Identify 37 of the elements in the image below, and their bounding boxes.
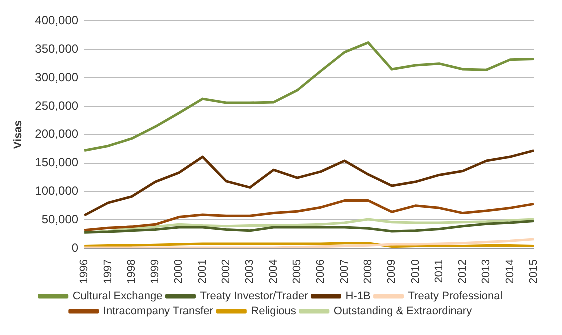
x-tick-label: 2012	[457, 260, 470, 284]
legend-label: Cultural Exchange	[72, 290, 163, 303]
y-tick-label: 150,000	[35, 156, 79, 170]
x-tick-label: 2011	[433, 260, 446, 284]
x-tick-label: 2014	[504, 260, 516, 284]
legend-label: Treaty Investor/Trader	[200, 290, 309, 303]
legend-label: Religious	[251, 306, 297, 318]
x-tick-label: 2008	[362, 260, 374, 284]
y-tick-label: 250,000	[35, 98, 79, 113]
x-tick-label: 2002	[220, 260, 233, 284]
x-tick-label: 2000	[173, 260, 186, 284]
x-tick-label: 2013	[480, 260, 493, 284]
x-tick-label: 2003	[244, 260, 256, 284]
y-tick-label: 400,000	[35, 14, 79, 28]
legend-label: Treaty Professional	[408, 290, 503, 303]
x-tick-label: 2015	[528, 260, 540, 284]
x-tick-label: 1997	[102, 260, 114, 284]
x-tick-label: 1998	[126, 260, 138, 284]
x-tick-label: 2009	[386, 260, 398, 284]
y-tick-label: 100,000	[35, 184, 79, 198]
legend-label: H-1B	[346, 290, 371, 303]
x-tick-label: 2006	[315, 260, 328, 284]
y-tick-label: 350,000	[35, 42, 79, 56]
y-tick-label: 300,000	[35, 70, 79, 84]
x-tick-label: 1996	[78, 260, 91, 284]
legend-label: Intracompany Transfer	[103, 306, 214, 318]
x-tick-label: 2004	[268, 260, 280, 284]
x-tick-label: 1999	[150, 260, 162, 284]
y-tick-label: 0	[72, 240, 79, 255]
y-axis-title: Visas	[12, 120, 25, 150]
x-tick-label: 2007	[338, 260, 351, 284]
x-tick-label: 2001	[196, 260, 209, 284]
x-tick-label: 2010	[410, 260, 422, 284]
x-tick-label: 2005	[291, 260, 304, 284]
y-tick-label: 200,000	[35, 127, 79, 142]
legend-label: Outstanding & Extraordinary	[334, 306, 473, 318]
y-tick-label: 50,000	[42, 212, 79, 226]
